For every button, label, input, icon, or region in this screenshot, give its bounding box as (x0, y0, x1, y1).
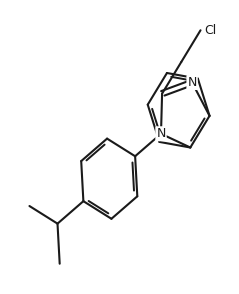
Text: N: N (187, 76, 197, 89)
Text: N: N (156, 127, 166, 140)
Text: Cl: Cl (204, 24, 216, 37)
